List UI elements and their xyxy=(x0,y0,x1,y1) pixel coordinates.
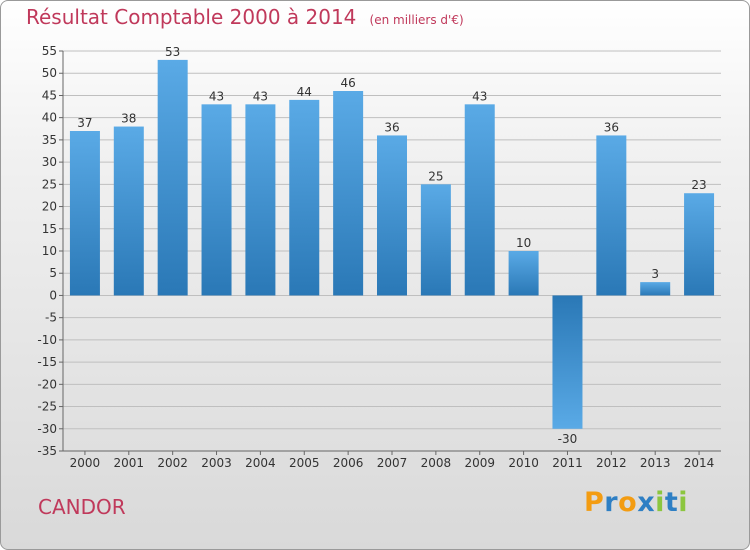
data-label: 36 xyxy=(604,120,619,134)
y-tick-label: -5 xyxy=(45,311,57,325)
y-tick-label: 15 xyxy=(42,222,57,236)
bar xyxy=(333,91,364,296)
x-tick-label: 2013 xyxy=(640,456,671,470)
x-tick-label: 2001 xyxy=(114,456,145,470)
chart-title: Résultat Comptable 2000 à 2014 xyxy=(26,5,357,29)
x-tick-label: 2002 xyxy=(157,456,188,470)
x-tick-label: 2009 xyxy=(464,456,495,470)
y-tick-label: 55 xyxy=(42,44,57,58)
logo-letter: t xyxy=(664,487,679,518)
y-tick-label: -25 xyxy=(37,400,57,414)
logo-letter: i xyxy=(678,487,689,518)
y-tick-label: 10 xyxy=(42,244,57,258)
data-label: 25 xyxy=(428,169,443,183)
logo-letter: r xyxy=(604,487,619,518)
y-tick-label: 30 xyxy=(42,155,57,169)
bar xyxy=(508,251,539,296)
x-tick-label: 2000 xyxy=(70,456,101,470)
y-tick-label: 50 xyxy=(42,66,57,80)
y-tick-label: 45 xyxy=(42,88,57,102)
data-label: 38 xyxy=(121,112,136,126)
bar xyxy=(596,135,627,296)
data-label: 3 xyxy=(651,267,659,281)
y-tick-label: 20 xyxy=(42,200,57,214)
y-tick-label: 0 xyxy=(49,288,57,302)
logo-letter: P xyxy=(584,487,605,518)
data-label: 43 xyxy=(209,89,224,103)
y-tick-label: 25 xyxy=(42,177,57,191)
x-tick-label: 2012 xyxy=(596,456,627,470)
bar xyxy=(640,282,671,296)
bar xyxy=(377,135,407,296)
data-label: 43 xyxy=(472,89,487,103)
y-tick-label: -20 xyxy=(37,377,57,391)
bar xyxy=(420,184,451,296)
bar xyxy=(552,295,583,429)
y-tick-label: -30 xyxy=(37,422,57,436)
data-label: 53 xyxy=(165,45,180,59)
data-label: 46 xyxy=(340,76,355,90)
x-tick-label: 2006 xyxy=(333,456,364,470)
data-label: 23 xyxy=(691,178,706,192)
data-label: 37 xyxy=(77,116,92,130)
y-tick-label: 40 xyxy=(42,111,57,125)
data-label: 10 xyxy=(516,236,531,250)
x-tick-label: 2005 xyxy=(289,456,320,470)
data-label: 44 xyxy=(297,85,312,99)
commune-name: CANDOR xyxy=(38,495,126,519)
x-tick-label: 2007 xyxy=(377,456,408,470)
bar xyxy=(201,104,232,296)
bar xyxy=(245,104,276,296)
y-tick-label: 35 xyxy=(42,133,57,147)
bar xyxy=(157,59,188,296)
x-tick-label: 2003 xyxy=(201,456,232,470)
x-tick-label: 2004 xyxy=(245,456,276,470)
bar xyxy=(289,99,320,296)
data-label: -30 xyxy=(558,432,578,446)
logo-letter: x xyxy=(637,487,656,518)
x-tick-label: 2014 xyxy=(684,456,715,470)
y-tick-label: -35 xyxy=(37,444,57,458)
bar xyxy=(684,193,715,296)
x-tick-label: 2010 xyxy=(508,456,539,470)
y-tick-label: -15 xyxy=(37,355,57,369)
chart-subtitle: (en milliers d'€) xyxy=(369,13,464,27)
data-label: 36 xyxy=(384,120,399,134)
y-tick-label: -10 xyxy=(37,333,57,347)
logo-letter: o xyxy=(618,487,638,518)
bar xyxy=(113,126,144,296)
y-tick-label: 5 xyxy=(49,266,57,280)
x-tick-label: 2008 xyxy=(421,456,452,470)
logo-letter: i xyxy=(655,487,665,518)
title-row: Résultat Comptable 2000 à 2014 (en milli… xyxy=(26,5,464,29)
bar xyxy=(464,104,495,296)
bar xyxy=(69,131,100,296)
data-label: 43 xyxy=(253,89,268,103)
x-tick-label: 2011 xyxy=(552,456,583,470)
proxiti-logo[interactable]: Proxiti xyxy=(584,487,688,518)
